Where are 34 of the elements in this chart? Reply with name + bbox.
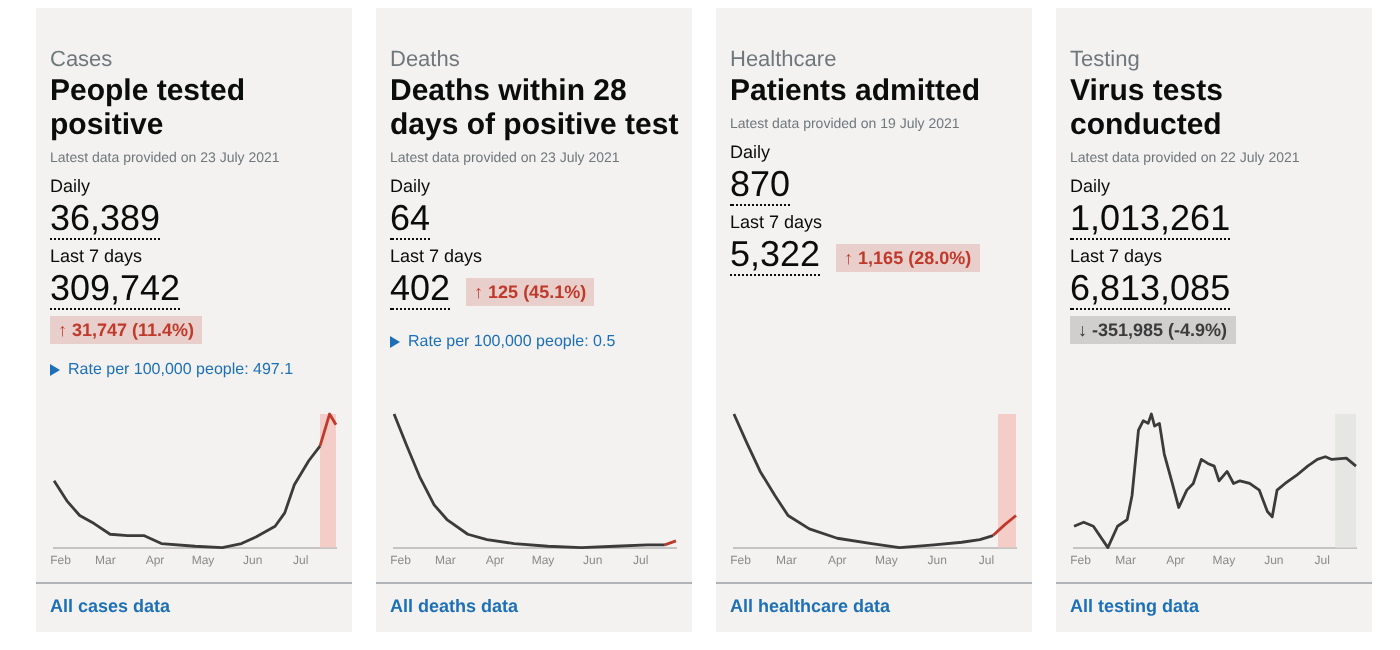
text: 870 <box>730 164 791 206</box>
text: 64 <box>390 198 431 240</box>
text: Daily <box>730 142 773 164</box>
chart-title: People tested positive <box>50 74 248 142</box>
text: Last 7 days <box>1070 246 1165 268</box>
chart-subtitle: Healthcare <box>730 48 839 72</box>
text: ↑ 1,165 (28.0%) <box>836 244 980 272</box>
text: ↑ 31,747 (11.4%) <box>50 316 203 344</box>
chart-title: Deaths within 28 days of positive test <box>390 74 681 142</box>
text: All testing data <box>1070 596 1200 616</box>
text: Rate per 100,000 people: 0.5 <box>408 332 616 350</box>
text: All healthcare data <box>730 596 891 616</box>
text: 6,813,085 <box>1070 268 1231 310</box>
text: All cases data <box>50 596 171 616</box>
text: All deaths data <box>390 596 519 616</box>
text: 309,742 <box>50 268 181 310</box>
text: Daily <box>50 176 93 198</box>
text: Daily <box>390 176 433 198</box>
chart-subtitle: Testing <box>1070 48 1142 72</box>
text: Last 7 days <box>730 212 825 234</box>
chart-title: Patients admitted <box>730 74 983 108</box>
text: ↓ -351,985 (-4.9%) <box>1070 316 1236 344</box>
text: 5,322 <box>730 234 821 276</box>
text: Rate per 100,000 people: 497.1 <box>68 360 294 378</box>
text: 1,013,261 <box>1070 198 1231 240</box>
chart-title: Virus tests conducted <box>1070 74 1225 142</box>
chart-subtitle: Deaths <box>390 48 462 72</box>
text: ↑ 125 (45.1%) <box>466 278 595 306</box>
text: 36,389 <box>50 198 161 240</box>
text: Daily <box>1070 176 1113 198</box>
text: 402 <box>390 268 451 310</box>
text: Last 7 days <box>50 246 145 268</box>
chart-subtitle: Cases <box>50 48 115 72</box>
text: Last 7 days <box>390 246 485 268</box>
